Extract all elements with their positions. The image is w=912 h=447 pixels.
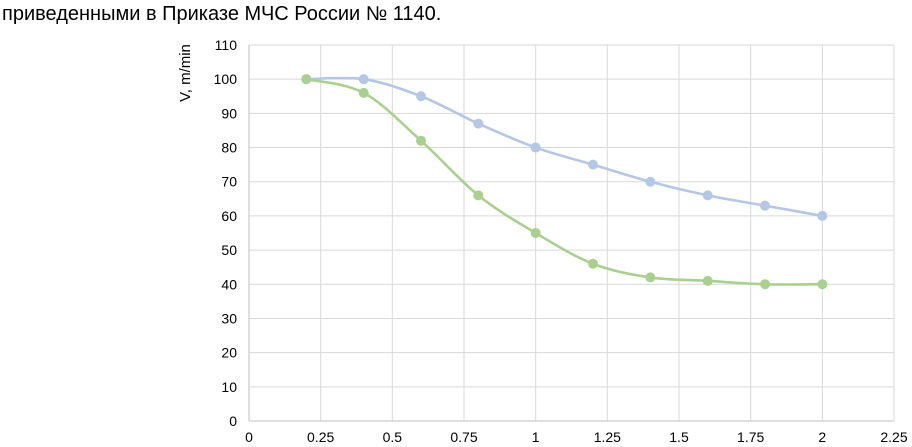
y-tick-label: 30 (221, 310, 237, 326)
grid (249, 44, 895, 421)
data-point (702, 190, 713, 201)
data-point (530, 228, 541, 238)
data-point (817, 210, 828, 221)
data-point (358, 87, 369, 98)
x-tick-label: 1.5 (669, 429, 689, 445)
y-tick-label: 10 (221, 379, 237, 395)
y-tick-label: 0 (229, 413, 237, 429)
x-tick-label: 1.25 (594, 429, 621, 445)
data-point (817, 279, 828, 290)
data-point (645, 176, 656, 187)
tick-labels: 0 0.25 0.5 0.75 1 1.25 1.5 1.75 2 2.25 0 10 20 30 40 50… (214, 37, 908, 445)
x-tick-label: 2.25 (880, 429, 907, 445)
x-tick-label: 1 (532, 429, 540, 445)
y-axis-label: V, m/min (177, 44, 194, 102)
x-tick-label: 1.75 (737, 429, 764, 445)
data-point (588, 159, 598, 170)
y-tick-label: 90 (221, 105, 237, 121)
data-point (760, 279, 770, 290)
x-tick-label: 0.25 (307, 429, 334, 445)
data-point (702, 275, 713, 286)
x-tick-label: 0.75 (450, 429, 477, 445)
data-point (416, 135, 426, 146)
y-tick-label: 80 (221, 140, 237, 156)
y-tick-label: 40 (221, 276, 237, 292)
axes (248, 45, 894, 422)
data-point (473, 118, 484, 129)
y-tick-label: 70 (221, 174, 237, 190)
data-point (588, 258, 598, 269)
y-tick-label: 60 (221, 208, 237, 224)
x-tick-label: 0 (245, 429, 253, 445)
caption-text: приведенными в Приказе МЧС России № 1140… (2, 3, 442, 25)
data-point (358, 74, 369, 85)
series-layer (301, 74, 828, 290)
y-tick-label: 100 (214, 71, 238, 87)
data-point (530, 142, 541, 153)
data-point (645, 272, 656, 283)
x-tick-label: 0.5 (383, 429, 403, 445)
y-tick-label: 50 (221, 242, 237, 258)
series-line-1 (306, 76, 823, 218)
x-tick-label: 2 (818, 429, 826, 445)
y-tick-label: 110 (215, 37, 238, 53)
y-tick-label: 20 (221, 345, 237, 361)
series-line-2 (306, 77, 823, 286)
data-point (760, 200, 770, 211)
data-point (473, 190, 484, 201)
data-point (416, 91, 426, 102)
data-point (301, 74, 312, 85)
